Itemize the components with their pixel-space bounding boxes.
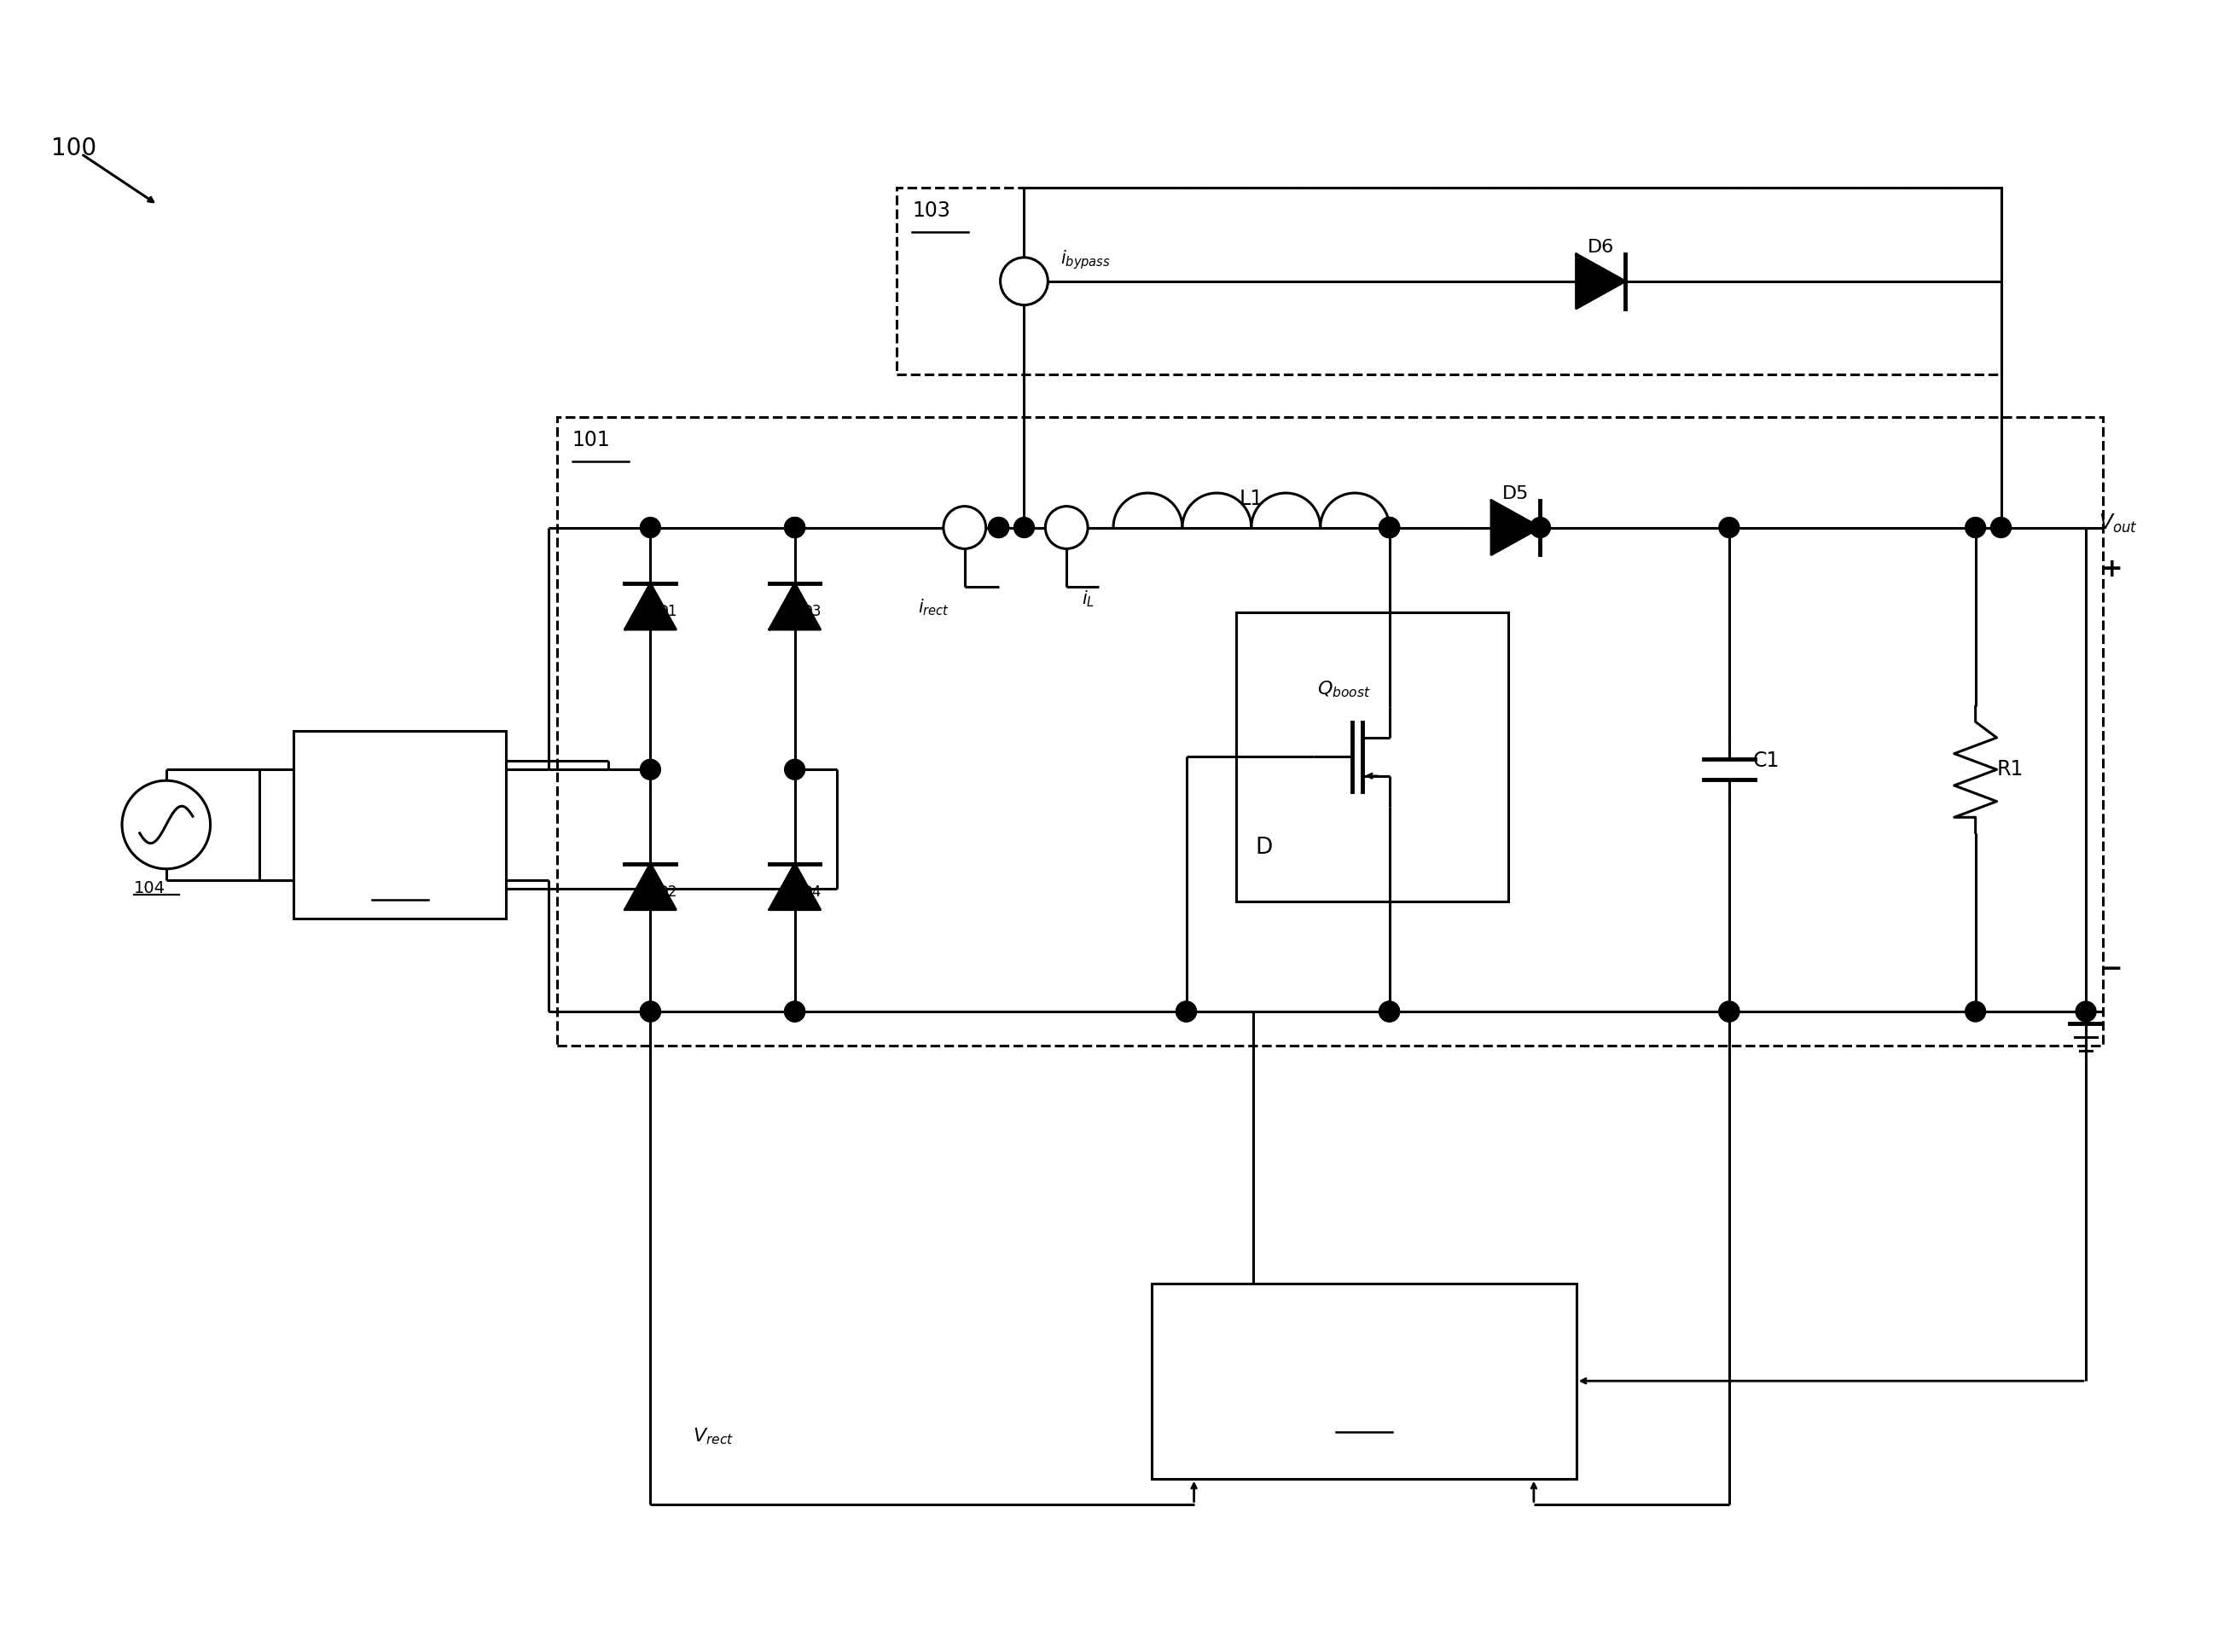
Text: 103: 103 xyxy=(912,200,950,221)
Circle shape xyxy=(785,760,805,780)
Circle shape xyxy=(123,780,210,869)
Polygon shape xyxy=(624,583,676,629)
Text: D4: D4 xyxy=(801,884,821,899)
Text: 106: 106 xyxy=(381,869,419,890)
Text: $i_{rect}$: $i_{rect}$ xyxy=(919,596,950,618)
FancyBboxPatch shape xyxy=(259,770,301,881)
FancyBboxPatch shape xyxy=(1151,1284,1577,1479)
Circle shape xyxy=(988,517,1008,537)
Circle shape xyxy=(640,1001,660,1021)
Circle shape xyxy=(1530,517,1550,537)
Circle shape xyxy=(1378,517,1400,537)
Text: Filter: Filter xyxy=(372,833,426,854)
Circle shape xyxy=(1015,517,1035,537)
Text: 104: 104 xyxy=(134,881,165,895)
Circle shape xyxy=(943,506,986,548)
Circle shape xyxy=(1991,517,2011,537)
Text: R1: R1 xyxy=(1996,760,2023,780)
Text: EMI: EMI xyxy=(381,793,419,814)
Polygon shape xyxy=(769,583,821,629)
Polygon shape xyxy=(624,864,676,910)
Polygon shape xyxy=(1577,254,1626,309)
Circle shape xyxy=(1046,506,1088,548)
Circle shape xyxy=(1719,1001,1739,1021)
Text: $i_L$: $i_L$ xyxy=(1082,588,1095,610)
Text: C1: C1 xyxy=(1753,750,1780,771)
Text: $i_{bypass}$: $i_{bypass}$ xyxy=(1061,248,1111,271)
Text: −: − xyxy=(2101,957,2123,981)
Circle shape xyxy=(785,1001,805,1021)
Text: $Q_{boost}$: $Q_{boost}$ xyxy=(1318,679,1371,699)
Text: 102: 102 xyxy=(1345,1401,1383,1421)
Circle shape xyxy=(785,517,805,537)
Circle shape xyxy=(1175,1001,1198,1021)
Text: D3: D3 xyxy=(801,605,821,620)
Text: +: + xyxy=(2101,557,2123,582)
Text: D2: D2 xyxy=(658,884,678,899)
Circle shape xyxy=(1175,1001,1198,1021)
Circle shape xyxy=(988,517,1008,537)
Text: D6: D6 xyxy=(1588,238,1615,256)
Text: 100: 100 xyxy=(51,137,96,160)
Circle shape xyxy=(1965,1001,1985,1021)
Circle shape xyxy=(640,760,660,780)
Circle shape xyxy=(1001,258,1048,306)
Circle shape xyxy=(785,1001,805,1021)
Text: D1: D1 xyxy=(658,605,678,620)
Circle shape xyxy=(2076,1001,2096,1021)
Circle shape xyxy=(1719,1001,1739,1021)
Circle shape xyxy=(1378,1001,1400,1021)
Text: L1: L1 xyxy=(1240,489,1264,509)
FancyBboxPatch shape xyxy=(294,732,506,919)
Text: 101: 101 xyxy=(573,430,611,451)
Circle shape xyxy=(1965,517,1985,537)
Circle shape xyxy=(640,1001,660,1021)
Circle shape xyxy=(1719,517,1739,537)
Text: D5: D5 xyxy=(1503,486,1530,502)
Circle shape xyxy=(785,517,805,537)
Circle shape xyxy=(1378,517,1400,537)
Text: D: D xyxy=(1255,836,1273,859)
Polygon shape xyxy=(1492,501,1541,555)
Circle shape xyxy=(640,517,660,537)
Circle shape xyxy=(1378,1001,1400,1021)
Circle shape xyxy=(1378,517,1400,537)
Text: Controller: Controller xyxy=(1311,1353,1416,1374)
Text: $V_{rect}$: $V_{rect}$ xyxy=(694,1426,734,1446)
Polygon shape xyxy=(769,864,821,910)
Text: $V_{out}$: $V_{out}$ xyxy=(2098,512,2139,535)
